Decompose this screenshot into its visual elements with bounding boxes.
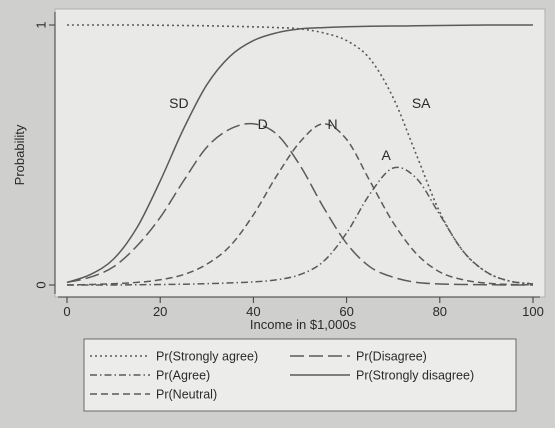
curve-label-sa: SA <box>412 95 431 111</box>
axes: 0 20 40 60 80 100 0 1 <box>33 12 544 319</box>
y-axis-title: Probability <box>12 124 27 185</box>
series-line-pr-agree <box>67 166 534 286</box>
series-line-pr-neutral <box>66 123 534 286</box>
curve-label-a: A <box>382 147 392 163</box>
legend-label-pr-neutral: Pr(Neutral) <box>156 388 217 402</box>
plot-region-background <box>54 8 546 298</box>
legend-label-pr-agree: Pr(Agree) <box>156 369 210 383</box>
x-axis-title: Income in $1,000s <box>250 317 357 332</box>
x-tick-label-60: 60 <box>339 304 353 319</box>
legend-label-pr-disagree: Pr(Disagree) <box>356 350 427 364</box>
curve-labels: SD D N SA A <box>169 95 431 163</box>
y-tick-label-0: 0 <box>33 281 48 288</box>
legend-label-pr-strongly-agree: Pr(Strongly agree) <box>156 350 258 364</box>
x-tick-label-80: 80 <box>433 304 447 319</box>
x-tick-label-0: 0 <box>63 304 70 319</box>
legend-label-pr-strongly-disagree: Pr(Strongly disagree) <box>356 369 474 383</box>
series-line-pr-disagree <box>66 122 533 286</box>
x-tick-label-100: 100 <box>522 304 544 319</box>
curve-label-n: N <box>328 116 338 132</box>
curve-label-d: D <box>258 116 268 132</box>
y-tick-label-1: 1 <box>33 21 48 28</box>
x-tick-label-20: 20 <box>153 304 167 319</box>
curve-label-sd: SD <box>169 95 188 111</box>
series-line-pr-strongly-disagree <box>66 24 533 284</box>
plot-area <box>66 24 534 286</box>
legend: Pr(Strongly agree) Pr(Agree) Pr(Neutral) Pr… <box>83 338 517 412</box>
series-line-pr-strongly-agree <box>67 24 534 285</box>
x-tick-label-40: 40 <box>246 304 260 319</box>
